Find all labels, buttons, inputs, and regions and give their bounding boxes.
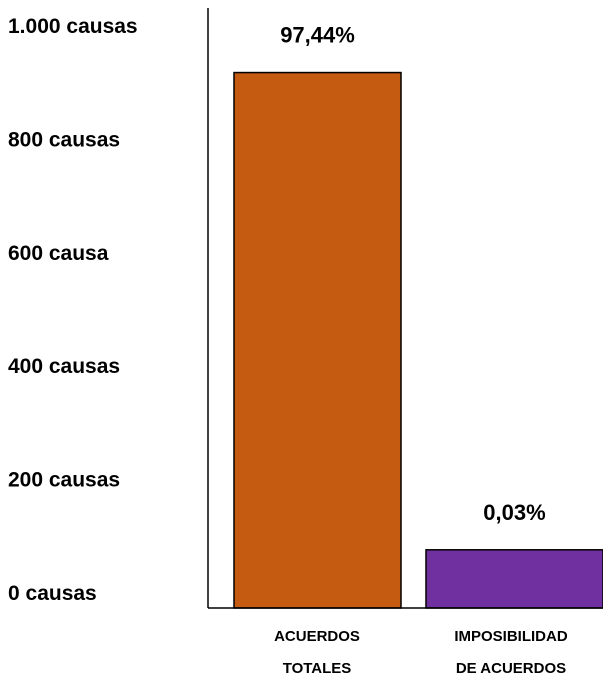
y-tick-label: 1.000 causas (8, 15, 138, 38)
data-labels-group: 97,44% 0,03% (280, 23, 546, 525)
x-category-label: DE ACUERDOS (456, 660, 566, 677)
bar-data-label: 0,03% (483, 500, 545, 525)
y-axis-tick-labels: 0 causas 200 causas 400 causas 600 causa 800… (8, 15, 138, 605)
y-tick-label: 0 causas (8, 582, 97, 605)
y-tick-label: 600 causa (8, 242, 109, 265)
bar (233, 71, 402, 609)
bar (425, 549, 603, 609)
x-category-label: IMPOSIBILIDAD (454, 628, 568, 645)
bars-group (233, 71, 603, 609)
x-category-label: TOTALES (283, 660, 352, 677)
y-tick-label: 400 causas (8, 355, 120, 378)
bar-data-label: 97,44% (280, 23, 355, 48)
x-category-label: ACUERDOS (274, 628, 360, 645)
x-axis-category-labels: ACUERDOS TOTALES IMPOSIBILIDAD DE ACUERDOS (274, 628, 568, 677)
y-tick-label: 800 causas (8, 128, 120, 151)
y-tick-label: 200 causas (8, 469, 120, 492)
